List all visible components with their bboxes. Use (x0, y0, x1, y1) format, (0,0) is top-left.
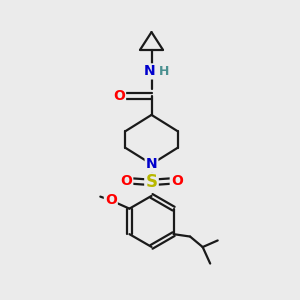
Text: N: N (146, 157, 157, 171)
Text: O: O (113, 89, 125, 103)
Text: O: O (171, 174, 183, 188)
Text: O: O (120, 174, 132, 188)
Text: H: H (159, 65, 169, 78)
Text: N: N (144, 64, 156, 78)
Text: S: S (146, 173, 158, 191)
Text: O: O (105, 193, 117, 207)
